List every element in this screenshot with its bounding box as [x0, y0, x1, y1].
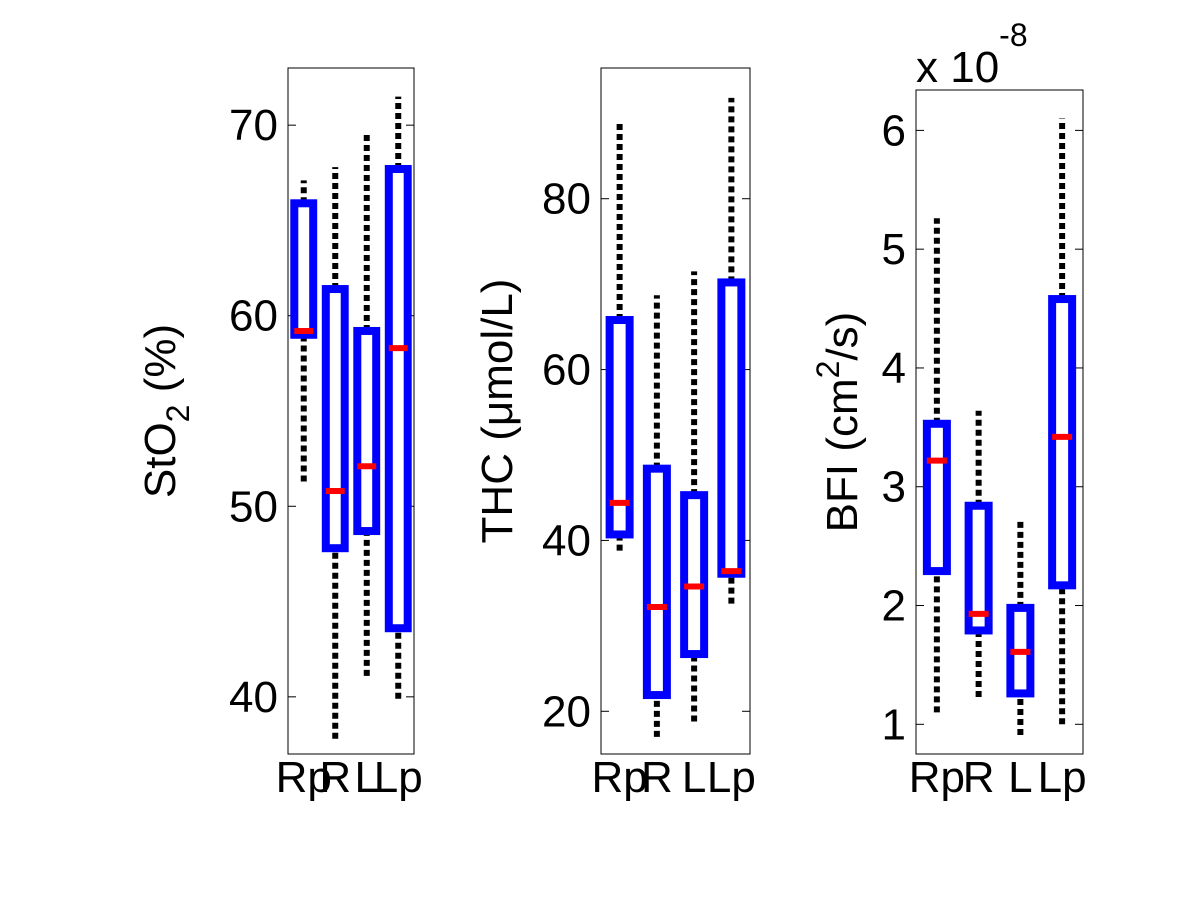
y-tick-label: 20 [542, 687, 591, 736]
y-axis-label-rest: (%) [136, 324, 185, 405]
box [1048, 295, 1077, 590]
x-tick-label: R [641, 753, 673, 802]
y-axis-label: THC (μmol/L) [473, 279, 522, 544]
axes-frame [600, 67, 751, 755]
box [922, 419, 951, 576]
multiplier-exponent: -8 [999, 17, 1027, 53]
axis-multiplier: x 10-8 [916, 17, 1028, 92]
x-tick-label: Rp [909, 753, 965, 802]
y-tick-label: 80 [542, 175, 591, 224]
y-tick-label: 40 [542, 516, 591, 565]
y-axis-label: BFI (cm2/s) [810, 312, 867, 533]
y-tick-label: 5 [882, 225, 906, 274]
x-tick-label: Rp [592, 753, 648, 802]
box [642, 464, 671, 700]
panel: 20 40 60 80 RpR L Lp THC (μmol/L) [473, 67, 756, 802]
box [353, 326, 381, 536]
y-tick-label: 1 [882, 700, 906, 749]
y-axis-label-sup: 2 [810, 361, 846, 379]
box [290, 199, 318, 339]
x-tick-label: R [319, 753, 351, 802]
box [605, 316, 634, 539]
y-tick-label: 50 [229, 482, 278, 531]
x-tick-label: Lp [707, 753, 756, 802]
x-tick-label: L [682, 753, 706, 802]
box [717, 278, 746, 578]
y-axis-label-sub: 2 [160, 405, 196, 423]
panel: 40 50 60 70 RpR LLp StO2 (%) [136, 67, 423, 802]
y-tick-label: 40 [229, 673, 278, 722]
y-axis-label: StO2 (%) [136, 324, 196, 498]
y-axis-label-text: BFI (cm [818, 378, 867, 532]
box [321, 285, 349, 553]
x-tick-label: L [1008, 753, 1032, 802]
y-tick-label: 70 [229, 101, 278, 150]
x-tick-label: L [355, 753, 379, 802]
y-tick-label: 3 [882, 463, 906, 512]
y-tick-label: 60 [229, 292, 278, 341]
x-tick-label: R [963, 753, 995, 802]
x-tick-label: Lp [374, 753, 423, 802]
y-axis-label-text: StO [136, 422, 185, 498]
y-axis-label-text: THC (μmol/L) [473, 279, 522, 544]
x-tick-label: Lp [1038, 753, 1087, 802]
x-tick-label: Rp [276, 753, 332, 802]
box [384, 164, 412, 633]
y-tick-label: 2 [882, 582, 906, 631]
y-tick-label: 6 [882, 106, 906, 155]
y-tick-label: 4 [882, 344, 906, 393]
multiplier-base: x 10 [916, 43, 999, 92]
axes-frame [287, 67, 415, 755]
y-axis-label-rest: /s) [818, 312, 867, 361]
axes-frame [915, 89, 1084, 755]
box [964, 501, 993, 635]
y-tick-label: 60 [542, 346, 591, 395]
box [680, 491, 709, 659]
